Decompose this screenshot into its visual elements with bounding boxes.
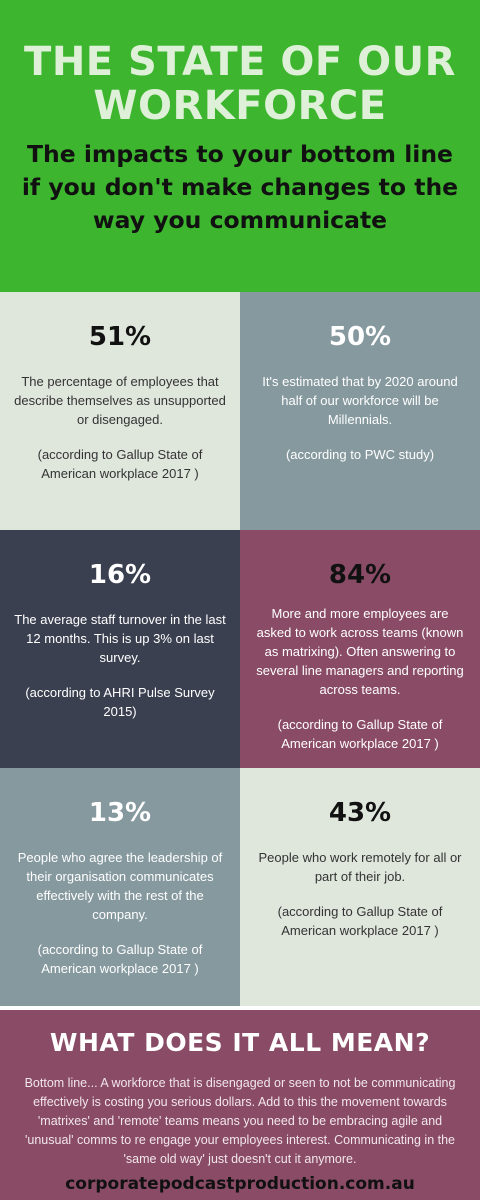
stat-panel-matrixing: 84% More and more employees are asked to…	[240, 530, 480, 768]
stat-description: People who work remotely for all or part…	[258, 850, 462, 884]
summary-text: Bottom line... A workforce that is disen…	[24, 1076, 456, 1166]
stat-source: (according to Gallup State of American w…	[37, 447, 203, 481]
stat-description: It's estimated that by 2020 around half …	[262, 374, 458, 427]
stat-panel-leadership: 13% People who agree the leadership of t…	[0, 768, 240, 1006]
stat-source: (according to PWC study)	[285, 447, 435, 462]
stat-description: The percentage of employees that describ…	[14, 374, 226, 427]
stat-description: More and more employees are asked to wor…	[256, 606, 464, 697]
stat-panel-remote: 43% People who work remotely for all or …	[240, 768, 480, 1006]
stat-source: (according to Gallup State of American w…	[277, 904, 443, 938]
stat-panel-turnover: 16% The average staff turnover in the la…	[0, 530, 240, 768]
stat-source: (according to Gallup State of American w…	[277, 717, 443, 751]
stat-percent: 13%	[88, 798, 152, 828]
header-banner: THE STATE OF OUR WORKFORCE The impacts t…	[0, 0, 480, 292]
stat-description: The average staff turnover in the last 1…	[14, 612, 226, 665]
stat-description: People who agree the leadership of their…	[17, 850, 223, 922]
stat-panel-disengaged: 51% The percentage of employees that des…	[0, 292, 240, 530]
stat-percent: 16%	[88, 560, 152, 590]
stat-source: (according to AHRI Pulse Survey 2015)	[25, 685, 215, 719]
summary-footer: WHAT DOES IT ALL MEAN? Bottom line... A …	[0, 1010, 480, 1200]
page-subtitle: The impacts to your bottom line if you d…	[21, 140, 459, 234]
stat-percent: 84%	[328, 560, 392, 590]
summary-heading: WHAT DOES IT ALL MEAN?	[49, 1028, 431, 1057]
stat-source: (according to Gallup State of American w…	[37, 942, 203, 976]
stat-percent: 43%	[328, 798, 392, 828]
website-link[interactable]: corporatepodcastproduction.com.au	[65, 1174, 415, 1194]
stat-percent: 50%	[328, 322, 392, 352]
stat-panel-millennials: 50% It's estimated that by 2020 around h…	[240, 292, 480, 530]
page-title: THE STATE OF OUR WORKFORCE	[24, 39, 456, 129]
stat-percent: 51%	[88, 322, 152, 352]
